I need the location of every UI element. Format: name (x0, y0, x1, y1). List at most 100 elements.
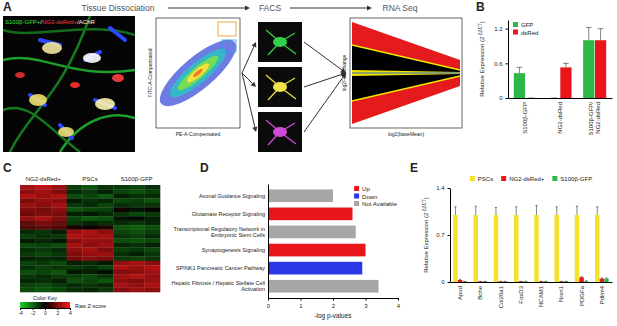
step-title: FACS (259, 3, 282, 13)
achr-cluster (110, 28, 125, 40)
label-line: Pdlim4 (599, 285, 605, 304)
error-cap (565, 281, 567, 282)
micrograph (3, 16, 135, 152)
bar (514, 73, 525, 98)
error-bar (545, 281, 547, 282)
error-whisker (460, 279, 461, 281)
error-whisker (536, 205, 537, 214)
axis-title: FITC-A-Compensated (147, 48, 153, 97)
tick-label: S100β-GFP (522, 102, 528, 134)
bar (453, 215, 457, 282)
legend-label: S100β-GFP (560, 176, 592, 182)
heatmap-cell (82, 225, 98, 230)
heatmap-cell (51, 261, 67, 266)
heatmap-cell (67, 230, 83, 235)
arrow (242, 42, 256, 73)
bar (559, 281, 563, 282)
heatmap-cell (51, 252, 67, 257)
error-bar (464, 281, 466, 282)
image-label-part: S100β-GFP+ (5, 19, 41, 25)
heatmap-cell (51, 283, 67, 288)
error-whisker (606, 277, 607, 279)
heatmap-cell (51, 256, 67, 261)
heatmap-cell (144, 194, 160, 199)
heatmap-cell (82, 216, 98, 221)
heatmap-cell (144, 247, 160, 252)
heatmap-cell (113, 216, 129, 221)
heatmap-cell (144, 270, 160, 275)
tick-label: Apod (457, 286, 463, 300)
heatmap-cell (129, 265, 145, 270)
heatmap-cell (144, 265, 160, 270)
bar (526, 98, 537, 99)
tick: Hepatic Fibrosis / Hepatic Stellate Cell… (171, 280, 268, 292)
tick-label: 4 (69, 310, 72, 316)
tick-label: -2 (31, 310, 36, 316)
step-title: Tissue Dissociation (82, 3, 155, 13)
tick-mark (301, 298, 302, 301)
error-bar (605, 277, 607, 279)
error-cap (484, 281, 486, 282)
axis-title: -log p-values (314, 312, 352, 320)
heatmap-cell (129, 243, 145, 248)
bar (584, 281, 588, 282)
tick-label: -4 (18, 310, 23, 316)
tick-mark (506, 29, 509, 30)
facs-cloud (156, 22, 240, 116)
tick: 0 (44, 308, 47, 316)
axis-title-part: Relative Expression (2 (479, 36, 485, 97)
ma-edge (352, 76, 460, 101)
error-cap (479, 281, 481, 282)
legend-swatch (513, 22, 518, 27)
tick: NG2-dsRed (557, 98, 563, 134)
heatmap-cell (67, 288, 83, 293)
cell (112, 74, 124, 82)
heatmap-cell (129, 185, 145, 190)
facs-gate (218, 22, 236, 36)
bar (458, 280, 462, 282)
heatmap-cell (129, 288, 145, 293)
error-cap (576, 206, 578, 207)
axis-title-part: ) (479, 21, 485, 23)
error-bar (601, 277, 603, 279)
heatmap-cell (82, 270, 98, 275)
heatmap-cell (113, 283, 129, 288)
label-line: Embryonic Stem Cells (211, 232, 265, 238)
heatmap-cell (67, 265, 83, 270)
image-label-part: AChR (79, 19, 96, 25)
error-cap (596, 206, 598, 207)
heatmap-cell (36, 230, 52, 235)
heatmap-cell (51, 207, 67, 212)
heatmap-cell (67, 194, 83, 199)
error-cap (601, 277, 603, 278)
arrow-head (245, 5, 250, 10)
heatmap-cell (67, 239, 83, 244)
heatmap-cell (98, 185, 114, 190)
axis-title-part: -ΔΔCT (478, 23, 483, 37)
legend-item: PSCs (470, 176, 493, 182)
heatmap-cell (20, 252, 36, 257)
arrow-head (367, 5, 372, 10)
x-axis: S100β-GFPNG2-dsRedS100β-GFP/NG2-dsRed (509, 98, 613, 135)
legend-swatch (513, 30, 518, 35)
legend-swatch (552, 176, 557, 181)
heatmap-cell (144, 230, 160, 235)
heatmap-cell (129, 239, 145, 244)
tick-label: Nrxn1 (558, 285, 564, 302)
ma-edge (352, 45, 460, 70)
ma-density (352, 70, 460, 76)
tick-label: 2 (57, 310, 60, 316)
tick: 0 (267, 298, 271, 309)
legend-label: PSCs (478, 176, 493, 182)
heatmap-cell (36, 194, 52, 199)
label-line: PDGFa (579, 285, 585, 306)
tick-label: 1.4 (436, 185, 445, 191)
heatmap-cell (98, 203, 114, 208)
heatmap-cell (36, 207, 52, 212)
error-bar (528, 98, 534, 99)
axis-title-part: -ΔΔCT (422, 199, 427, 213)
heatmap-cell (129, 225, 145, 230)
heatmap-cell (36, 261, 52, 266)
heatmap (20, 185, 160, 292)
cell-image-background (258, 22, 302, 62)
